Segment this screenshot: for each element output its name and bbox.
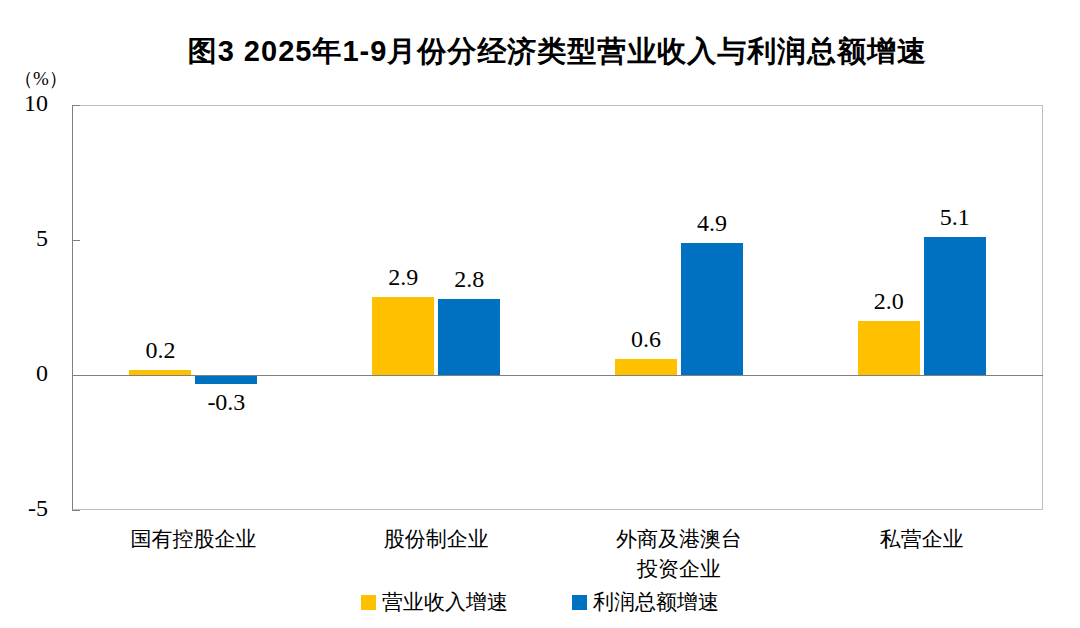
bar-s0-c0 [129, 370, 191, 375]
bar-value-label: 5.1 [910, 204, 1000, 231]
y-axis-tick [72, 240, 80, 241]
y-axis-unit-label: （%） [14, 66, 68, 92]
y-axis-tick-label: 5 [0, 225, 48, 252]
legend-label: 利润总额增速 [593, 588, 719, 616]
legend-swatch-icon [572, 595, 587, 610]
bar-value-label: 0.6 [601, 326, 691, 353]
bar-s0-c3 [858, 321, 920, 375]
y-axis-tick-label: 0 [0, 360, 48, 387]
chart-container: 图3 2025年1-9月份分经济类型营业收入与利润总额增速 （%） 营业收入增速… [0, 0, 1080, 628]
bar-value-label: 2.8 [424, 266, 514, 293]
bar-s0-c1 [372, 297, 434, 375]
y-axis-tick [72, 510, 80, 511]
legend-item: 利润总额增速 [572, 588, 719, 616]
bar-value-label: -0.3 [181, 389, 271, 416]
bar-value-label: 0.2 [115, 337, 205, 364]
category-label-2: 外商及港澳台 投资企业 [558, 524, 801, 584]
y-axis-tick-label: -5 [0, 495, 48, 522]
legend: 营业收入增速 利润总额增速 [0, 588, 1080, 616]
bar-value-label: 4.9 [667, 210, 757, 237]
y-axis-tick-label: 10 [0, 90, 48, 117]
category-label-1: 股份制企业 [315, 524, 558, 554]
category-label-0: 国有控股企业 [72, 524, 315, 554]
y-axis-tick [72, 105, 80, 106]
bar-s1-c3 [924, 237, 986, 375]
chart-title: 图3 2025年1-9月份分经济类型营业收入与利润总额增速 [72, 32, 1043, 72]
legend-label: 营业收入增速 [382, 588, 508, 616]
category-label-3: 私营企业 [800, 524, 1043, 554]
bar-s0-c2 [615, 359, 677, 375]
bar-s1-c1 [438, 299, 500, 375]
legend-swatch-icon [361, 595, 376, 610]
bar-s1-c0 [195, 376, 257, 384]
legend-item: 营业收入增速 [361, 588, 508, 616]
bar-s1-c2 [681, 243, 743, 375]
y-axis-tick [72, 375, 80, 376]
bar-value-label: 2.0 [844, 288, 934, 315]
